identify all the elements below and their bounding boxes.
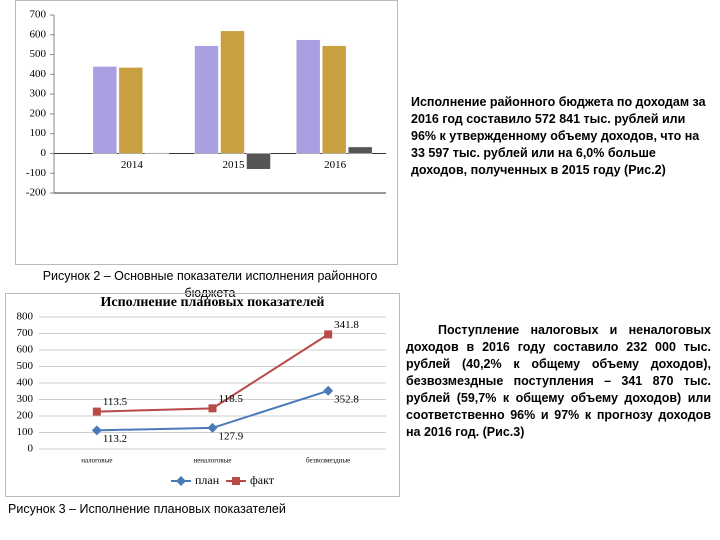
y-tick-label: 300 bbox=[30, 88, 47, 100]
y-tick-label: 0 bbox=[28, 443, 34, 455]
y-tick-label: 800 bbox=[17, 311, 34, 323]
x-tick-label: 2014 bbox=[121, 159, 144, 171]
x-tick-label: 2016 bbox=[324, 159, 347, 171]
bar bbox=[246, 153, 271, 170]
data-label: 127.9 bbox=[219, 430, 244, 442]
legend-marker bbox=[232, 477, 240, 485]
marker bbox=[208, 404, 217, 413]
y-tick-label: 200 bbox=[17, 410, 34, 422]
y-tick-label: 600 bbox=[30, 28, 47, 40]
y-tick-label: 600 bbox=[17, 344, 34, 356]
y-tick-label: 400 bbox=[17, 377, 34, 389]
y-tick-label: 500 bbox=[30, 48, 47, 60]
y-tick-label: 700 bbox=[17, 327, 34, 339]
bar bbox=[194, 45, 219, 154]
bar-chart: -200 -100 0 100 200 300 400 500 600 700 2014 2015 20… bbox=[15, 0, 398, 265]
paragraph: Поступление налоговых и неналоговых дохо… bbox=[406, 323, 711, 439]
y-tick-label: 200 bbox=[30, 107, 47, 119]
chart-title: Исполнение плановых показателей bbox=[100, 295, 324, 310]
data-label: 341.8 bbox=[334, 319, 359, 331]
bar bbox=[220, 30, 245, 154]
data-label: 352.8 bbox=[334, 393, 359, 405]
line bbox=[96, 333, 329, 413]
y-tick-label: 700 bbox=[30, 9, 47, 21]
x-tick-label: 2015 bbox=[223, 159, 246, 171]
data-label: 118.5 bbox=[219, 393, 244, 405]
caption: Рисунок 3 – Исполнение плановых показате… bbox=[8, 502, 286, 516]
y-tick-label: 100 bbox=[17, 426, 34, 438]
data-label: 113.2 bbox=[103, 433, 127, 445]
bar bbox=[321, 45, 347, 154]
bar bbox=[295, 39, 321, 154]
marker bbox=[324, 330, 333, 339]
data-label: 113.5 bbox=[103, 396, 128, 408]
y-tick-label: -200 bbox=[26, 187, 47, 199]
x-tick-label: налоговые bbox=[81, 457, 112, 465]
bar bbox=[144, 152, 170, 154]
line-chart: Исполнение плановых показателей 0 100 200 30… bbox=[5, 293, 400, 497]
marker bbox=[207, 422, 218, 433]
marker bbox=[91, 425, 102, 436]
y-tick-label: 0 bbox=[41, 147, 47, 159]
x-tick-label: безвозмездные bbox=[306, 457, 350, 465]
legend-label: план bbox=[195, 473, 220, 487]
y-tick-label: -100 bbox=[26, 167, 47, 179]
y-tick-label: 300 bbox=[17, 393, 34, 405]
y-tick-label: 500 bbox=[17, 360, 34, 372]
bar bbox=[118, 67, 144, 154]
legend-marker bbox=[176, 476, 186, 486]
x-tick-label: неналоговые bbox=[193, 457, 231, 465]
bar bbox=[92, 66, 118, 154]
paragraph: Исполнение районного бюджета по доходам … bbox=[411, 95, 706, 177]
y-tick-label: 100 bbox=[30, 127, 47, 139]
y-tick-label: 400 bbox=[30, 68, 47, 80]
marker bbox=[92, 407, 101, 416]
bar bbox=[347, 146, 373, 154]
legend-label: факт bbox=[250, 473, 275, 487]
marker bbox=[323, 385, 334, 396]
